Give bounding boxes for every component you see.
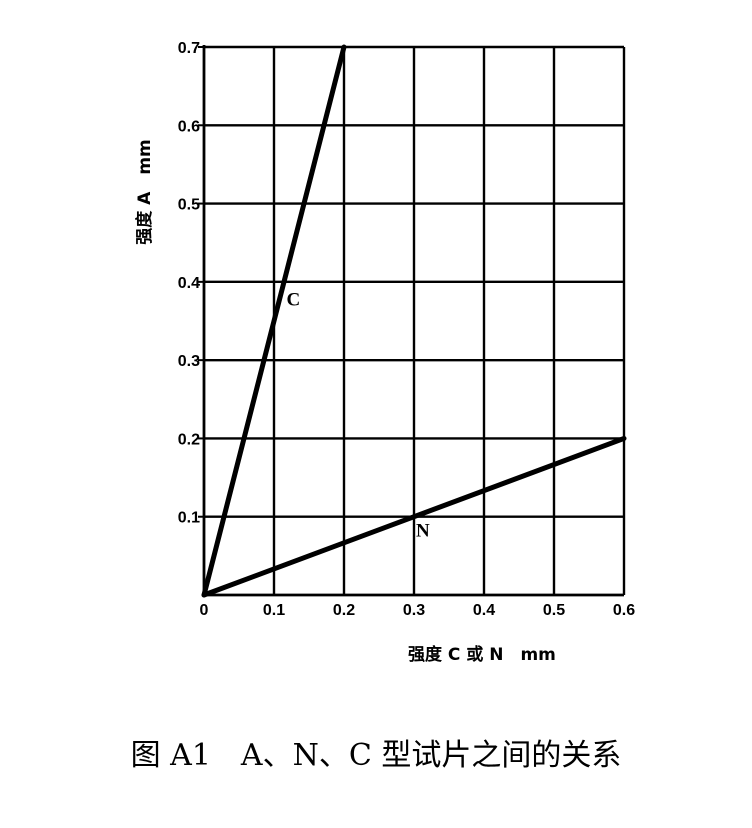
x-tick-label: 0.2: [333, 602, 355, 619]
x-tick-label: 0: [200, 602, 209, 619]
x-tick-label: 0.5: [543, 602, 565, 619]
x-tick-label: 0.4: [473, 602, 495, 619]
series-labels: CN: [287, 290, 431, 542]
x-tick-label: 0.1: [263, 602, 285, 619]
axes: [198, 45, 624, 597]
y-tick-label: 0.3: [178, 353, 200, 370]
y-tick-label: 0.2: [178, 431, 200, 448]
y-tick-label: 0.1: [178, 510, 200, 527]
x-tick-label: 0.3: [403, 602, 425, 619]
y-tick-label: 0.7: [178, 40, 200, 57]
series-line-n: [201, 435, 627, 598]
y-tick-labels: 0.1 0.2 0.3 0.4 0.5 0.6 0.7: [178, 40, 200, 527]
x-tick-label: 0.6: [613, 602, 635, 619]
series-lines: [201, 44, 627, 598]
y-tick-label: 0.5: [178, 197, 200, 214]
grid: [204, 45, 626, 595]
series-label-n: N: [416, 520, 430, 541]
y-tick-label: 0.6: [178, 118, 200, 135]
y-axis-title: 强度 A mm: [134, 139, 155, 245]
y-tick-label: 0.4: [178, 275, 200, 292]
x-axis-title: 强度 C 或 N mm: [408, 644, 556, 665]
x-tick-labels: 0 0.1 0.2 0.3 0.4 0.5 0.6: [200, 602, 636, 619]
series-line-c: [201, 44, 347, 598]
figure-caption: 图 A1 A、N、C 型试片之间的关系: [130, 738, 622, 773]
series-label-c: C: [287, 290, 301, 311]
